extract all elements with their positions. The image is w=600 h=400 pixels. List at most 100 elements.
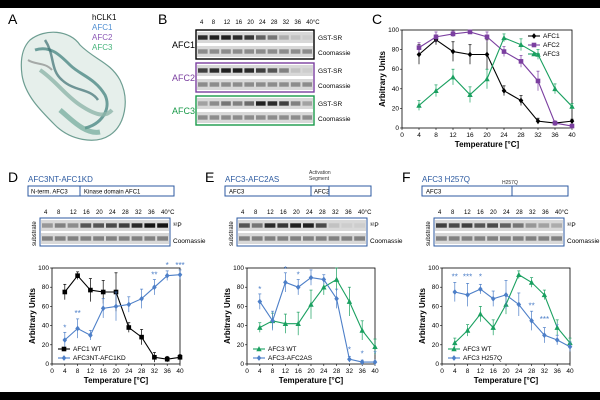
panel-b-coomassie-band bbox=[267, 49, 278, 54]
temp-label: 36 bbox=[542, 210, 549, 216]
panel-b-coomassie-band bbox=[198, 115, 208, 120]
blot-box bbox=[433, 217, 565, 247]
panel-b-gst-band bbox=[302, 68, 312, 73]
x-tick-label: 8 bbox=[434, 132, 438, 139]
coomassie-band-band bbox=[551, 236, 562, 241]
autorad-band-band bbox=[290, 223, 301, 228]
coomassie-band-band bbox=[474, 236, 486, 241]
panel-b-coomassie-band bbox=[232, 49, 243, 54]
panel-b-band2-label: Coomassie bbox=[318, 50, 351, 57]
coomassie-band-band bbox=[264, 236, 276, 241]
legend-label: AFC3 WT bbox=[268, 346, 297, 353]
data-point bbox=[450, 74, 456, 80]
x-tick-label: 28 bbox=[528, 368, 536, 375]
panel-b-gst-band bbox=[279, 68, 289, 73]
y-tick-label: 0 bbox=[45, 361, 49, 368]
legend-afc2: AFC2 bbox=[92, 33, 113, 42]
panel-b-coomassie-band bbox=[302, 49, 312, 54]
autorad-band-band bbox=[474, 223, 486, 228]
coomassie-band-band bbox=[436, 236, 447, 241]
data-point bbox=[308, 274, 314, 281]
construct-segment-label: AFC3 bbox=[426, 190, 442, 196]
data-point bbox=[484, 76, 490, 82]
legend-afc3: AFC3 bbox=[92, 43, 113, 52]
panel-b-temp-label: 20 bbox=[247, 20, 254, 26]
panel-b-gst-band bbox=[198, 35, 208, 40]
legend-label: AFC3-AFC2AS bbox=[268, 355, 313, 362]
data-point bbox=[552, 85, 558, 92]
autorad-band-band bbox=[277, 223, 289, 228]
y-tick-label: 20 bbox=[392, 105, 400, 112]
y-tick-label: 40 bbox=[42, 323, 50, 330]
series-line bbox=[259, 277, 375, 363]
autorad-band-band bbox=[525, 223, 537, 228]
significance-mark: * bbox=[297, 271, 300, 280]
panel-b-gst-band bbox=[198, 101, 208, 106]
temp-label: 40°C bbox=[161, 210, 175, 216]
data-point bbox=[477, 311, 484, 317]
panel-b-coomassie-band bbox=[209, 82, 220, 87]
data-point bbox=[535, 118, 541, 125]
y-tick-label: 60 bbox=[237, 303, 245, 310]
x-tick-label: 12 bbox=[282, 368, 290, 375]
data-point bbox=[535, 78, 541, 84]
panel-a-legend: hCLK1 AFC1 AFC2 AFC3 bbox=[92, 13, 117, 52]
y-tick-label: 60 bbox=[432, 303, 440, 310]
panel-b-gst-band bbox=[232, 68, 243, 73]
data-point bbox=[518, 97, 524, 104]
temp-label: 24 bbox=[306, 210, 313, 216]
panel-b-coomassie-band bbox=[279, 49, 289, 54]
y-axis-label: Arbitrary Units bbox=[223, 287, 232, 344]
legend-label: AFC3 H257Q bbox=[463, 355, 502, 362]
coomassie-band-band bbox=[461, 236, 473, 241]
autorad-band-band bbox=[303, 223, 314, 228]
panel-b-gst-band bbox=[221, 101, 231, 106]
coomassie-band-band bbox=[239, 236, 250, 241]
x-tick-label: 4 bbox=[417, 132, 421, 139]
coomassie-band-band bbox=[487, 236, 498, 241]
legend-marker bbox=[256, 346, 262, 352]
autorad-band-band bbox=[551, 223, 562, 228]
x-axis-label: Temperature [°C] bbox=[84, 376, 149, 385]
autorad-band-band bbox=[106, 223, 117, 228]
x-tick-label: 40 bbox=[371, 368, 379, 375]
panel-b-band1-label: GST-SR bbox=[318, 68, 343, 75]
y-tick-label: 40 bbox=[237, 323, 245, 330]
coomassie-band-bg bbox=[41, 233, 169, 244]
data-point bbox=[75, 325, 80, 332]
data-point bbox=[88, 287, 93, 293]
panel-b-coomassie-band bbox=[244, 82, 254, 87]
panel-b-row-name: AFC1 bbox=[172, 40, 195, 50]
panel-b-coomassie-bg bbox=[197, 112, 313, 123]
panel-b-gst-bg bbox=[197, 65, 313, 76]
coomassie-band-band bbox=[303, 236, 314, 241]
data-point bbox=[518, 41, 524, 47]
x-tick-label: 32 bbox=[151, 368, 159, 375]
x-tick-label: 8 bbox=[76, 368, 80, 375]
legend-marker bbox=[531, 42, 537, 48]
panel-b-coomassie-band bbox=[198, 82, 208, 87]
temp-label: 28 bbox=[319, 210, 326, 216]
data-point bbox=[126, 325, 132, 330]
coomassie-label: Coomassie bbox=[173, 238, 206, 245]
autorad-band-bg bbox=[435, 220, 563, 231]
panel-b-band2-label: Coomassie bbox=[318, 83, 351, 90]
blot-box bbox=[39, 217, 171, 247]
x-tick-label: 20 bbox=[307, 368, 315, 375]
data-point bbox=[270, 317, 275, 324]
x-tick-label: 32 bbox=[541, 368, 549, 375]
y-tick-label: 80 bbox=[432, 284, 440, 291]
coomassie-band-bg bbox=[435, 233, 563, 244]
panel-f-letter: F bbox=[402, 169, 411, 185]
panel-b-gst-band bbox=[256, 101, 266, 106]
x-tick-label: 28 bbox=[138, 368, 146, 375]
autorad-band-band bbox=[239, 223, 250, 228]
series-line bbox=[64, 274, 181, 360]
data-point bbox=[75, 273, 80, 278]
data-point bbox=[347, 356, 352, 363]
panel-b-gst-band bbox=[209, 101, 220, 106]
panel-b-coomassie-band bbox=[244, 115, 254, 120]
